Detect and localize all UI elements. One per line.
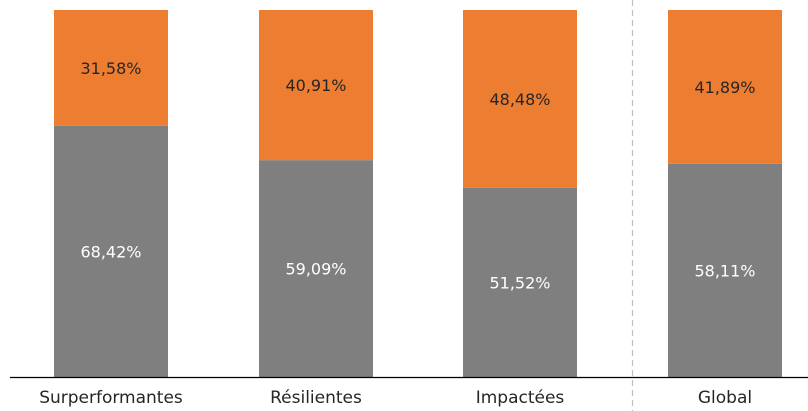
- bar-segment-series-top: [259, 10, 373, 161]
- bar-segment-series-top: [668, 10, 782, 164]
- bar-segment-series-top: [54, 10, 168, 126]
- data-label: 59,09%: [285, 260, 346, 279]
- bar-segment-series-bottom: [259, 160, 373, 377]
- category-label: Impactées: [476, 388, 565, 408]
- bar-segment-series-bottom: [54, 125, 168, 378]
- data-label: 68,42%: [80, 242, 141, 261]
- data-label: 58,11%: [694, 261, 755, 280]
- bar-segment-series-top: [463, 10, 577, 188]
- data-label: 31,58%: [80, 59, 141, 78]
- category-label: Surperformantes: [39, 388, 183, 408]
- bar-segment-series-bottom: [668, 163, 782, 377]
- data-label: 51,52%: [489, 273, 550, 292]
- bar-segment-series-bottom: [463, 187, 577, 377]
- data-label: 48,48%: [489, 90, 550, 109]
- data-label: 41,89%: [694, 78, 755, 97]
- category-label: Résilientes: [270, 388, 362, 408]
- data-label: 40,91%: [285, 76, 346, 95]
- category-label: Global: [698, 388, 752, 408]
